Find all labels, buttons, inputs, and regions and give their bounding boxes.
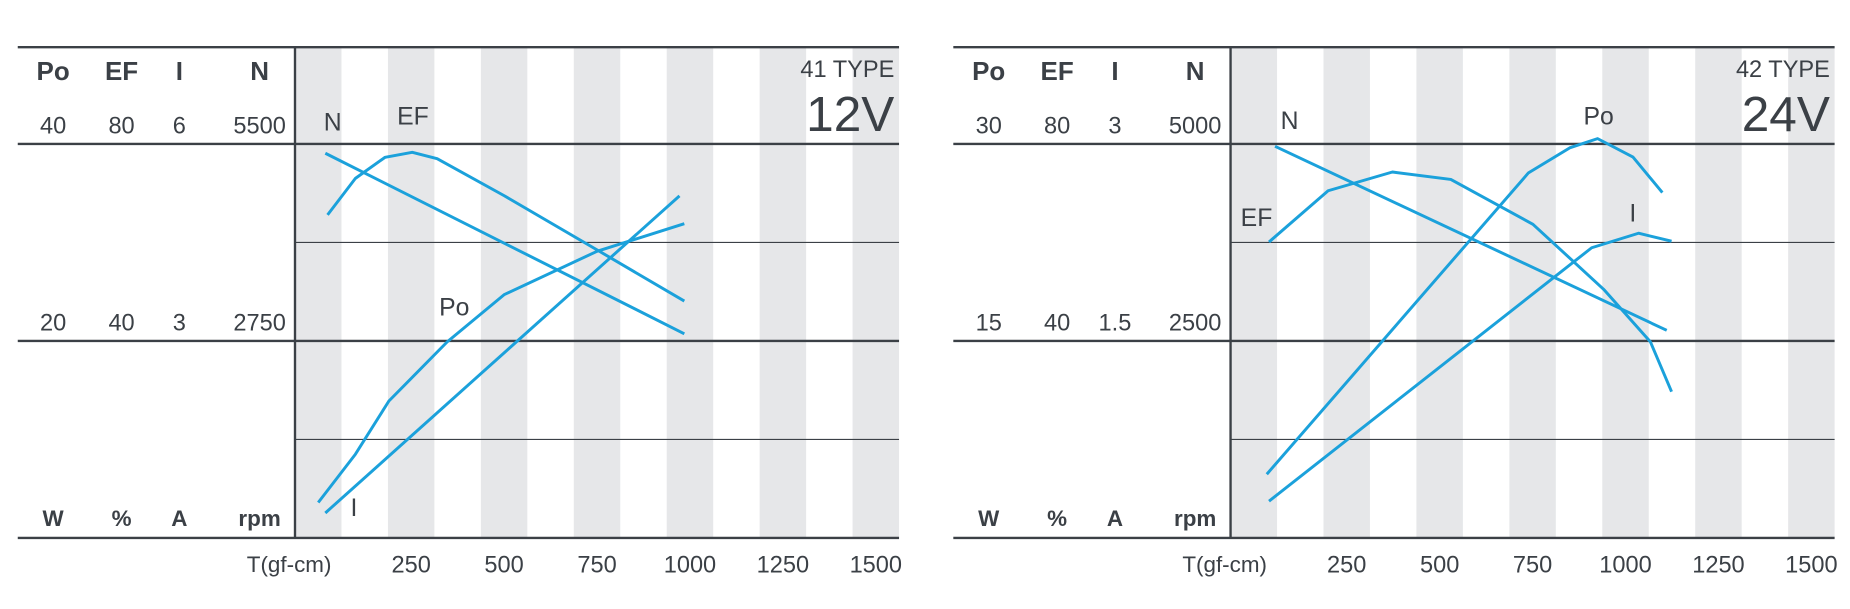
y-tick-label: 80 (108, 113, 134, 139)
y-tick-label: 3 (173, 310, 186, 336)
series-label: Po (439, 295, 469, 322)
x-tick-label: 750 (577, 552, 616, 578)
axis-unit: A (171, 506, 187, 531)
series-label: I (1629, 200, 1636, 227)
y-tick-label: 5000 (1169, 113, 1221, 139)
axis-unit: % (112, 506, 132, 531)
chart-subtitle: 24V (1742, 86, 1830, 142)
axis-name: N (1186, 58, 1205, 86)
x-tick-label: 1500 (1785, 552, 1837, 578)
series-line (317, 222, 685, 504)
axis-name: Po (37, 58, 70, 86)
stripe (759, 47, 807, 538)
axis-unit: rpm (238, 506, 280, 531)
axis-unit: W (43, 506, 65, 531)
y-tick-label: 80 (1044, 113, 1070, 139)
axis-unit: W (978, 506, 1000, 531)
x-tick-label: 250 (391, 552, 430, 578)
y-tick-label: 1.5 (1099, 310, 1132, 336)
stripe (573, 47, 621, 538)
stripe (852, 47, 900, 538)
y-tick-label: 20 (40, 310, 66, 336)
series-line (1268, 170, 1673, 393)
stripe (1230, 47, 1278, 538)
y-tick-label: 40 (108, 310, 134, 336)
chart-subtitle: 12V (806, 86, 894, 142)
x-tick-label: 500 (1420, 552, 1459, 578)
y-tick-label: 40 (40, 113, 66, 139)
x-tick-label: 1500 (850, 552, 902, 578)
series-line (324, 151, 685, 336)
series-line (326, 150, 686, 303)
axis-name: N (250, 58, 269, 86)
y-tick-label: 2500 (1169, 310, 1221, 336)
series-label: I (351, 495, 358, 522)
axis-name: EF (105, 58, 138, 86)
series-label: N (324, 109, 342, 136)
y-tick-label: 40 (1044, 310, 1070, 336)
stripe (1323, 47, 1370, 538)
x-tick-label: 750 (1513, 552, 1552, 578)
y-tick-label: 3 (1108, 113, 1121, 139)
axis-name: I (1111, 58, 1118, 86)
axis-unit: A (1107, 506, 1123, 531)
stripe (387, 47, 435, 538)
x-tick-label: 1000 (664, 552, 716, 578)
stripe (1788, 47, 1835, 538)
axis-name: EF (1041, 58, 1074, 86)
stripe (480, 47, 528, 538)
stripe (1602, 47, 1649, 538)
x-axis-label: T(gf-cm) (1182, 552, 1267, 577)
series-label: N (1281, 108, 1299, 135)
series-label: Po (1584, 104, 1614, 131)
series-line (1268, 231, 1672, 503)
y-tick-label: 30 (976, 113, 1002, 139)
series-label: EF (1241, 205, 1273, 232)
y-tick-label: 5500 (233, 113, 285, 139)
x-tick-label: 250 (1327, 552, 1366, 578)
x-axis-label: T(gf-cm) (247, 552, 332, 577)
y-tick-label: 15 (976, 310, 1002, 336)
x-tick-label: 1250 (757, 552, 809, 578)
series-line (324, 194, 681, 515)
chart-title: 41 TYPE (800, 56, 894, 82)
series-line (1265, 137, 1664, 476)
x-tick-label: 500 (484, 552, 523, 578)
stripe (666, 47, 714, 538)
axis-unit: % (1047, 506, 1067, 531)
axis-unit: rpm (1174, 506, 1216, 531)
series-label: EF (397, 104, 429, 131)
axis-name: I (176, 58, 183, 86)
axis-name: Po (972, 58, 1005, 86)
y-tick-label: 6 (173, 113, 186, 139)
y-tick-label: 2750 (233, 310, 285, 336)
stripe (295, 47, 342, 538)
stripe (1695, 47, 1742, 538)
x-tick-label: 1250 (1692, 552, 1744, 578)
chart-title: 42 TYPE (1736, 56, 1830, 82)
x-tick-label: 1000 (1599, 552, 1651, 578)
